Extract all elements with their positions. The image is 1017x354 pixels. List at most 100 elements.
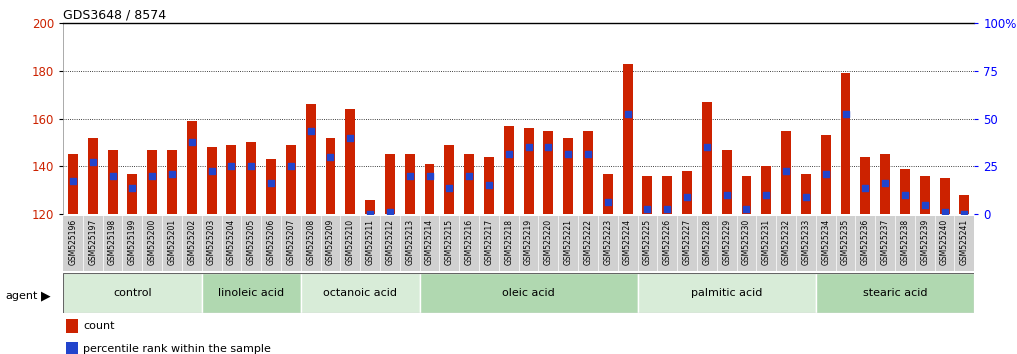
Text: agent: agent	[5, 291, 38, 301]
Text: GSM525241: GSM525241	[960, 219, 969, 265]
Text: percentile rank within the sample: percentile rank within the sample	[83, 344, 272, 354]
Text: linoleic acid: linoleic acid	[219, 288, 285, 298]
Text: oleic acid: oleic acid	[502, 288, 555, 298]
Bar	[420, 273, 638, 313]
Point	[421, 173, 437, 179]
Text: GSM525227: GSM525227	[682, 219, 692, 265]
Text: GSM525202: GSM525202	[187, 219, 196, 265]
Bar	[638, 273, 816, 313]
Point	[580, 152, 596, 157]
Bar	[524, 128, 534, 214]
Bar	[405, 154, 415, 214]
Bar	[643, 176, 652, 214]
Bar	[563, 138, 574, 214]
Text: GSM525203: GSM525203	[207, 219, 217, 265]
Point	[699, 144, 715, 150]
Point	[778, 169, 794, 174]
Text: control: control	[113, 288, 152, 298]
Point	[758, 192, 774, 198]
Text: GSM525198: GSM525198	[108, 219, 117, 265]
Bar	[286, 145, 296, 214]
Text: GSM525215: GSM525215	[444, 219, 454, 265]
Point	[65, 178, 81, 184]
Text: GSM525232: GSM525232	[782, 219, 790, 265]
Bar	[68, 154, 78, 214]
Bar	[841, 73, 850, 214]
Bar	[464, 154, 474, 214]
Point	[381, 209, 398, 215]
Text: count: count	[83, 321, 115, 331]
Point	[224, 164, 240, 169]
Bar	[940, 178, 950, 214]
Point	[659, 206, 675, 212]
Text: GSM525220: GSM525220	[544, 219, 553, 265]
Bar	[702, 102, 712, 214]
Text: GSM525211: GSM525211	[365, 219, 374, 265]
Bar	[346, 109, 355, 214]
Point	[619, 111, 636, 117]
Point	[719, 192, 735, 198]
Bar	[325, 138, 336, 214]
Bar	[880, 154, 890, 214]
Point	[342, 135, 358, 141]
Point	[203, 169, 220, 174]
Bar	[503, 126, 514, 214]
Point	[916, 202, 933, 207]
Bar	[682, 171, 692, 214]
Bar	[583, 131, 593, 214]
Point	[857, 185, 874, 191]
Point	[738, 206, 755, 212]
Text: GSM525199: GSM525199	[128, 219, 137, 265]
Point	[540, 144, 556, 150]
Point	[105, 173, 121, 179]
Text: GSM525222: GSM525222	[584, 219, 593, 265]
Bar	[201, 273, 301, 313]
Text: GSM525212: GSM525212	[385, 219, 395, 265]
Bar	[622, 64, 633, 214]
Point	[144, 173, 161, 179]
Bar	[959, 195, 969, 214]
Text: GSM525219: GSM525219	[524, 219, 533, 265]
Point	[797, 195, 814, 200]
Text: GSM525226: GSM525226	[663, 219, 672, 265]
Point	[402, 173, 418, 179]
Text: GSM525210: GSM525210	[346, 219, 355, 265]
Text: palmitic acid: palmitic acid	[691, 288, 763, 298]
Point	[164, 171, 180, 176]
Point	[877, 180, 893, 186]
Bar	[900, 169, 910, 214]
Text: GSM525197: GSM525197	[88, 219, 98, 265]
Bar	[385, 154, 395, 214]
Point	[956, 211, 972, 217]
Point	[897, 192, 913, 198]
Bar	[127, 173, 137, 214]
Bar	[63, 273, 201, 313]
Text: GSM525223: GSM525223	[603, 219, 612, 265]
Point	[124, 185, 140, 191]
Bar	[801, 173, 811, 214]
Text: GSM525206: GSM525206	[266, 219, 276, 265]
Text: GSM525200: GSM525200	[147, 219, 157, 265]
Text: GSM525204: GSM525204	[227, 219, 236, 265]
Point	[521, 144, 537, 150]
Text: GSM525235: GSM525235	[841, 219, 850, 265]
Bar	[424, 164, 434, 214]
Bar	[741, 176, 752, 214]
Bar	[860, 157, 871, 214]
Text: GSM525234: GSM525234	[821, 219, 830, 265]
Point	[184, 139, 200, 145]
Text: GSM525207: GSM525207	[287, 219, 295, 265]
Text: GSM525209: GSM525209	[326, 219, 335, 265]
Bar	[301, 273, 420, 313]
Bar	[206, 147, 217, 214]
Point	[461, 173, 477, 179]
Text: GDS3648 / 8574: GDS3648 / 8574	[63, 9, 166, 22]
Bar	[147, 150, 158, 214]
Bar	[722, 150, 731, 214]
Text: octanoic acid: octanoic acid	[323, 288, 398, 298]
Text: GSM525228: GSM525228	[703, 219, 711, 265]
Point	[243, 164, 259, 169]
Text: GSM525218: GSM525218	[504, 219, 514, 265]
Bar	[108, 150, 118, 214]
Text: GSM525221: GSM525221	[563, 219, 573, 265]
